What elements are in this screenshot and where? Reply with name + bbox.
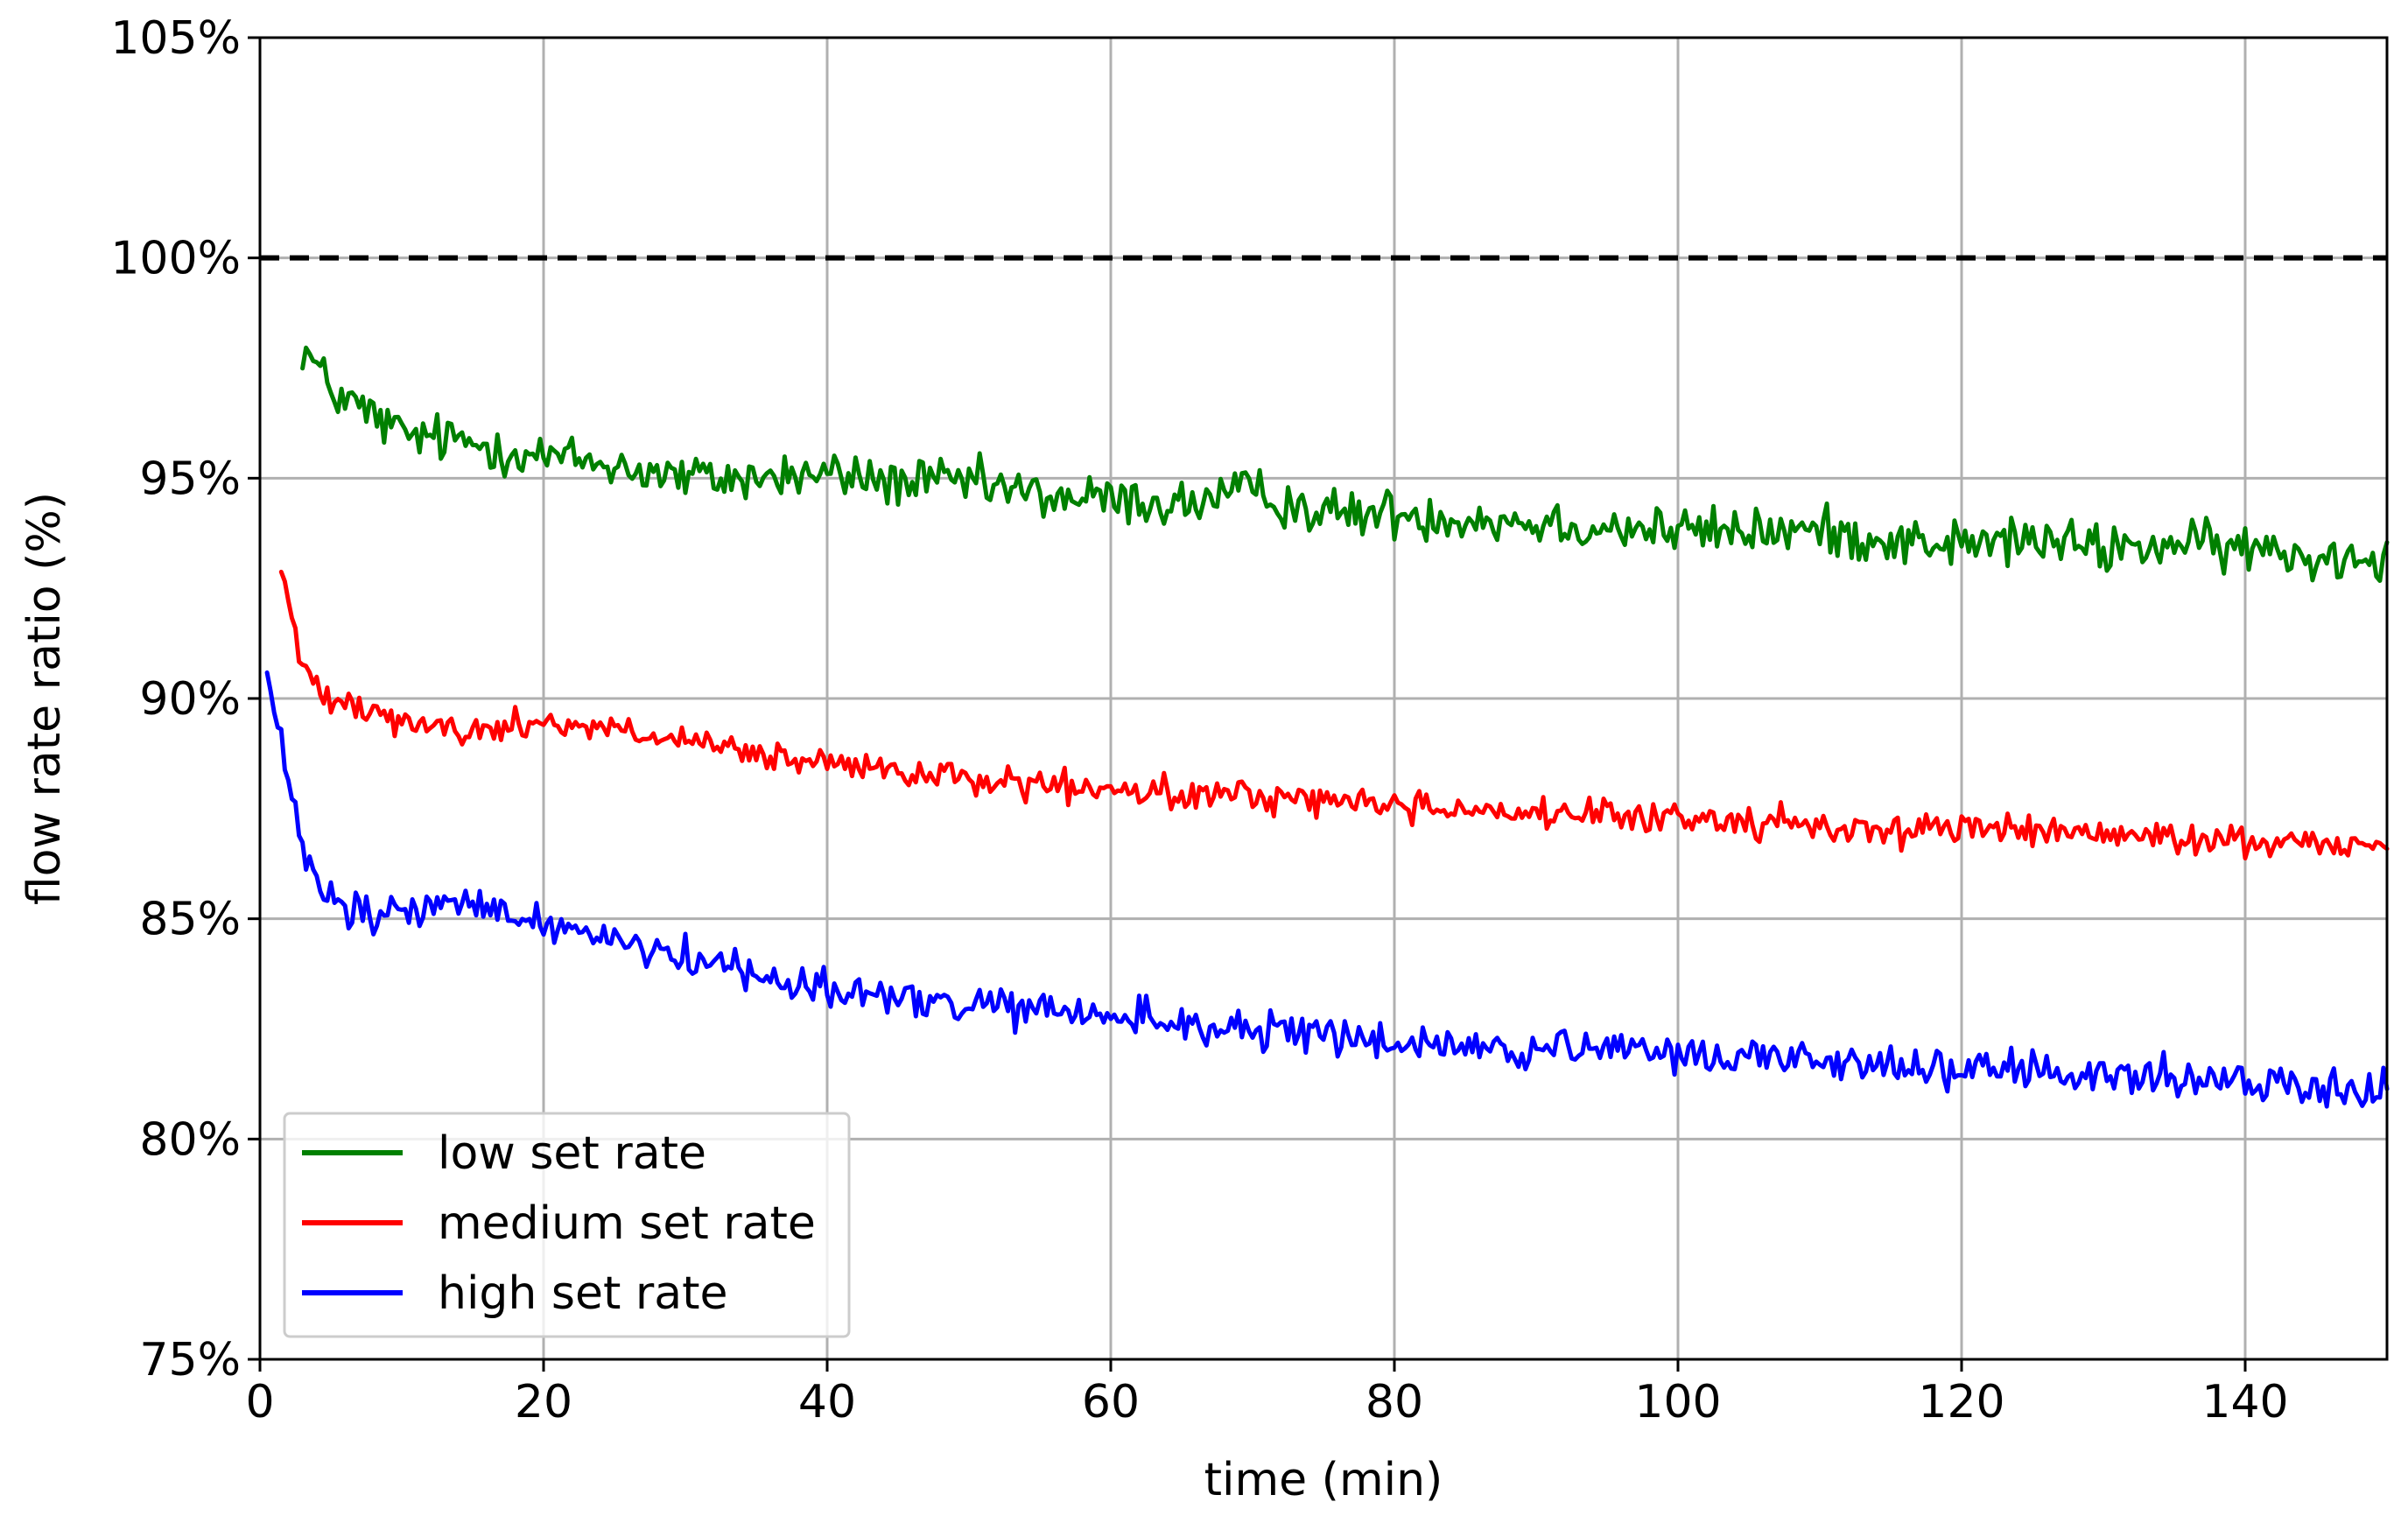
x-tick-label: 140 xyxy=(2201,1376,2288,1428)
y-tick-label: 80% xyxy=(139,1113,241,1166)
legend-label: medium set rate xyxy=(438,1197,816,1250)
legend-box xyxy=(283,1112,851,1338)
y-tick-label: 90% xyxy=(139,673,241,726)
x-tick-label: 60 xyxy=(1082,1376,1140,1428)
legend-entries: low set rate medium set rate high set rate xyxy=(302,1127,816,1320)
x-tick-label: 20 xyxy=(515,1376,572,1428)
legend-label: low set rate xyxy=(438,1127,706,1180)
axis-ticks xyxy=(248,36,2247,1372)
y-tick-label: 105% xyxy=(110,12,241,65)
x-tick-label: 80 xyxy=(1365,1376,1423,1428)
x-tick-label: 120 xyxy=(1918,1376,2004,1428)
y-tick-label: 75% xyxy=(139,1334,241,1386)
y-tick-label: 95% xyxy=(139,453,241,505)
x-tick-label: 100 xyxy=(1634,1376,1721,1428)
x-tick-label: 40 xyxy=(798,1376,856,1428)
x-axis-label: time (min) xyxy=(1204,1454,1443,1506)
legend-label: high set rate xyxy=(438,1267,728,1320)
y-axis-label: flow rate ratio (%) xyxy=(18,492,71,905)
series-line-2 xyxy=(278,569,2390,861)
x-axis-tick-labels: 0 20 40 60 80 100 120 140 xyxy=(245,1376,2288,1428)
series-line-1 xyxy=(300,345,2390,583)
series-line-3 xyxy=(264,670,2390,1109)
y-tick-label: 100% xyxy=(110,233,241,285)
y-axis-tick-labels: 75% 80% 85% 90% 95% 100% 105% xyxy=(110,12,241,1386)
series-layer xyxy=(264,345,2390,1109)
y-tick-label: 85% xyxy=(139,894,241,946)
x-tick-label: 0 xyxy=(245,1376,274,1428)
legend: low set rate medium set rate high set rate xyxy=(283,1112,851,1338)
